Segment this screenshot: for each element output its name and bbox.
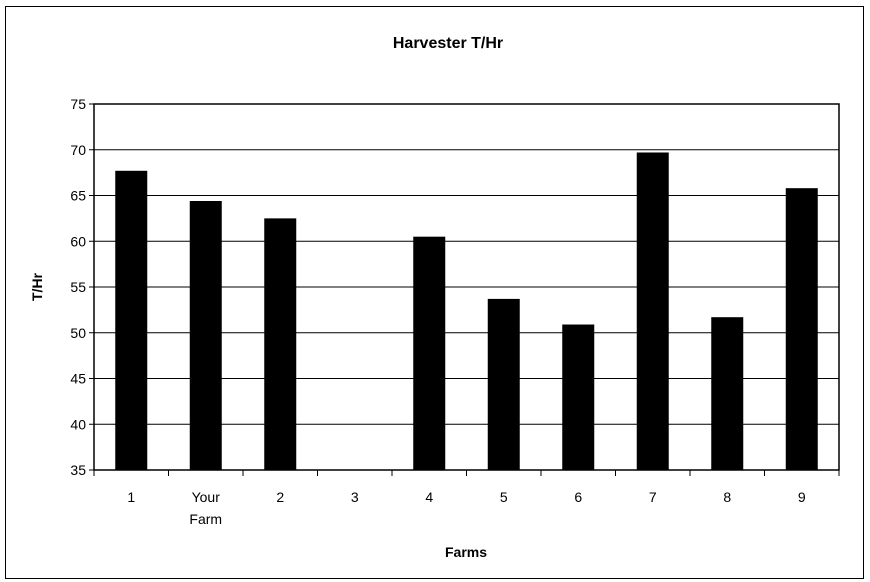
x-tick-label: 9 xyxy=(798,489,806,505)
x-tick-label: Your Farm xyxy=(189,489,222,527)
x-tick-label: 6 xyxy=(574,489,582,505)
y-tick-label: 55 xyxy=(70,279,86,295)
x-tick-label: 3 xyxy=(351,489,359,505)
x-tick-label: 5 xyxy=(500,489,508,505)
x-axis-label: Farms xyxy=(445,544,487,560)
x-tick-label: 7 xyxy=(649,489,657,505)
bar xyxy=(562,324,595,470)
axes xyxy=(89,103,840,476)
x-tick-label: 1 xyxy=(127,489,135,505)
x-tick-label: 8 xyxy=(723,489,731,505)
x-tick-label: 2 xyxy=(276,489,284,505)
bar xyxy=(189,200,222,471)
y-tick-label: 50 xyxy=(70,325,86,341)
y-axis-label: T/Hr xyxy=(29,272,45,301)
bar xyxy=(413,236,446,470)
y-tick-label: 45 xyxy=(70,371,86,387)
y-tick-label: 70 xyxy=(70,142,86,158)
bar xyxy=(711,317,744,470)
y-tick-labels: 35 40 45 50 55 60 65 70 75 xyxy=(70,96,86,478)
bar xyxy=(636,152,669,470)
bar xyxy=(487,298,520,470)
y-tick-label: 35 xyxy=(70,462,86,478)
bar xyxy=(785,188,818,470)
y-tick-label: 65 xyxy=(70,188,86,204)
bars xyxy=(115,152,818,471)
y-tick-label: 60 xyxy=(70,233,86,249)
y-tick-label: 40 xyxy=(70,416,86,432)
bar xyxy=(115,170,148,471)
x-tick-labels: 1 Your Farm 2 3 4 5 6 7 8 9 xyxy=(127,489,806,527)
chart-title: Harvester T/Hr xyxy=(393,35,503,52)
bar xyxy=(264,218,297,470)
x-tick-label: 4 xyxy=(425,489,433,505)
y-tick-label: 75 xyxy=(70,96,86,112)
